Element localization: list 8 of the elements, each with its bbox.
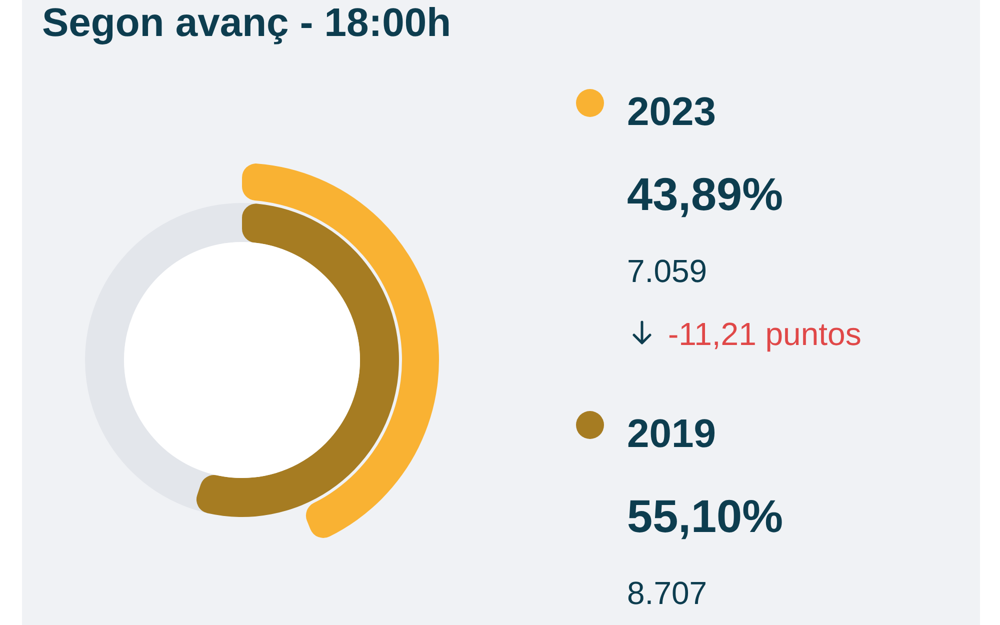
category-label: 2019	[627, 412, 716, 456]
category-label: 2023	[627, 90, 716, 134]
text: -11,21 puntos	[668, 316, 862, 352]
data-label: 43,89%	[627, 168, 784, 220]
text: 8.707	[627, 575, 708, 611]
text: 7.059	[627, 253, 708, 289]
text: Segon avanç - 18:00h	[42, 1, 452, 45]
data-label: 55,10%	[627, 490, 784, 542]
